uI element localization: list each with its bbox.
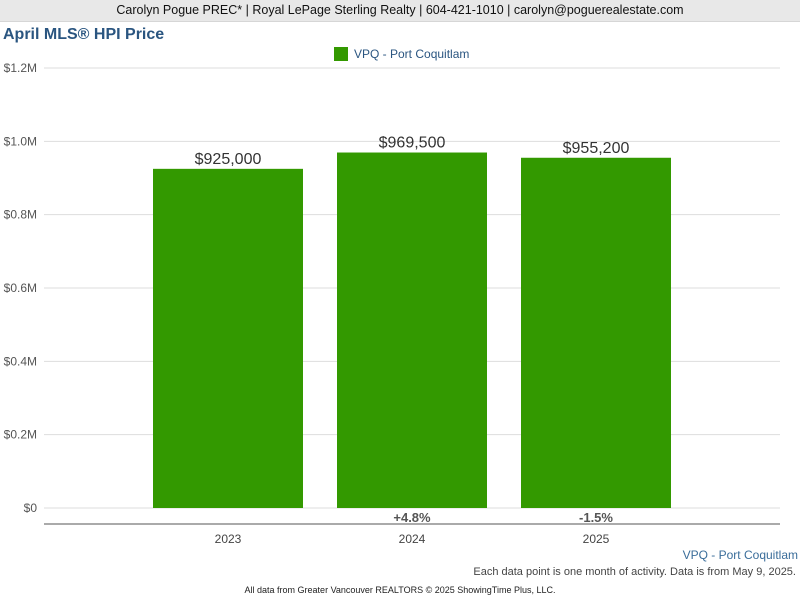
y-tick-label: $0.2M [4,428,37,442]
data-label: $955,200 [563,140,630,157]
y-tick-label: $0 [24,501,38,515]
agent-contact-header: Carolyn Pogue PREC* | Royal LePage Sterl… [0,0,800,22]
y-tick-label: $1.0M [4,134,37,148]
footer-note: Each data point is one month of activity… [473,566,796,578]
legend[interactable]: VPQ - Port Coquitlam [334,46,469,62]
footer-credit: All data from Greater Vancouver REALTORS… [244,585,556,595]
y-tick-label: $0.4M [4,354,37,368]
data-label: $925,000 [195,151,262,168]
bar [521,157,671,508]
footer-series-label: VPQ - Port Coquitlam [682,548,798,562]
chart-title: April MLS® HPI Price [3,26,165,43]
bar [337,152,487,508]
change-label: +4.8% [393,510,431,525]
x-tick-label: 2023 [215,532,242,546]
bar [153,168,303,509]
data-label: $969,500 [379,135,446,152]
change-label: -1.5% [579,510,613,525]
legend-label: VPQ - Port Coquitlam [354,47,470,61]
x-tick-label: 2025 [583,532,610,546]
y-tick-label: $0.6M [4,281,37,295]
legend-swatch [334,47,348,61]
y-tick-label: $0.8M [4,208,37,222]
y-tick-label: $1.2M [4,61,37,75]
x-tick-label: 2024 [399,532,426,546]
